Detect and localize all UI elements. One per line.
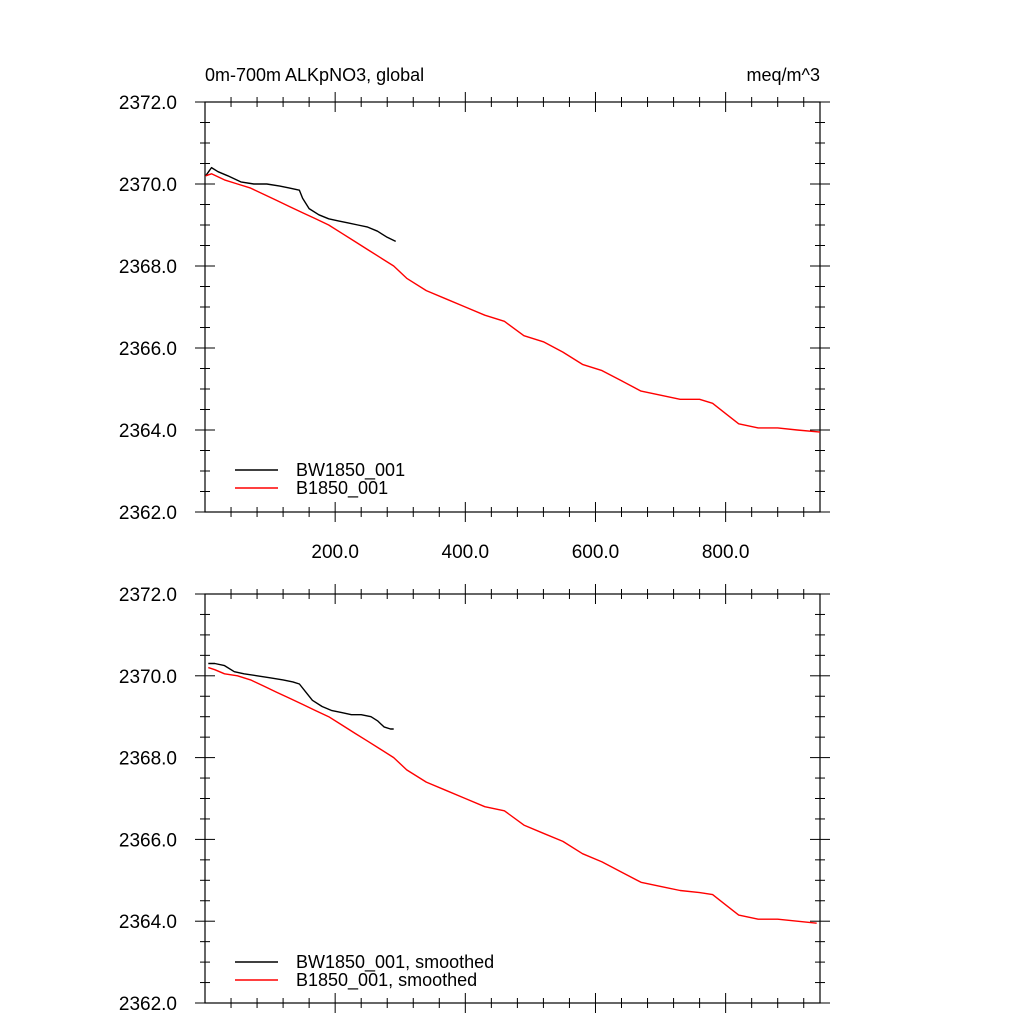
- top-panel: 2362.0 2364.0 2366.0 2368.0 2370.0 2372.0 200.…: [119, 65, 830, 563]
- legend-label: B1850_001: [296, 478, 388, 499]
- chart-title: 0m-700m ALKpNO3, global: [205, 65, 424, 85]
- y-tick-label: 2364.0: [119, 421, 177, 442]
- y-tick-label: 2372.0: [119, 93, 177, 114]
- x-tick-label: 800.0: [702, 542, 750, 563]
- series-line-0: [208, 662, 394, 730]
- y-tick-label: 2366.0: [119, 830, 177, 851]
- x-tick-label: 200.0: [311, 542, 359, 563]
- y-tick-label: 2362.0: [119, 503, 177, 524]
- y-tick-label: 2368.0: [119, 749, 177, 770]
- plot-frame: [204, 101, 821, 513]
- y-tick-label: 2364.0: [119, 912, 177, 933]
- series-line-1: [205, 173, 821, 433]
- y-tick-label: 2362.0: [119, 994, 177, 1015]
- legend-label: B1850_001, smoothed: [296, 970, 477, 991]
- y-tick-label: 2370.0: [119, 175, 177, 196]
- x-tick-label: 400.0: [442, 542, 490, 563]
- bottom-panel: 2362.0 2364.0 2366.0 2368.0 2370.0 2372.0 BW18…: [119, 584, 830, 1015]
- legend-label: BW1850_001: [296, 460, 405, 481]
- chart-units: meq/m^3: [747, 65, 820, 85]
- y-tick-label: 2366.0: [119, 339, 177, 360]
- plot-frame: [204, 593, 821, 1004]
- y-tick-label: 2368.0: [119, 257, 177, 278]
- series-line-0: [205, 166, 397, 243]
- y-tick-label: 2370.0: [119, 667, 177, 688]
- series-line-1: [208, 666, 817, 924]
- y-tick-label: 2372.0: [119, 585, 177, 606]
- legend-label: BW1850_001, smoothed: [296, 952, 494, 973]
- x-tick-label: 600.0: [572, 542, 620, 563]
